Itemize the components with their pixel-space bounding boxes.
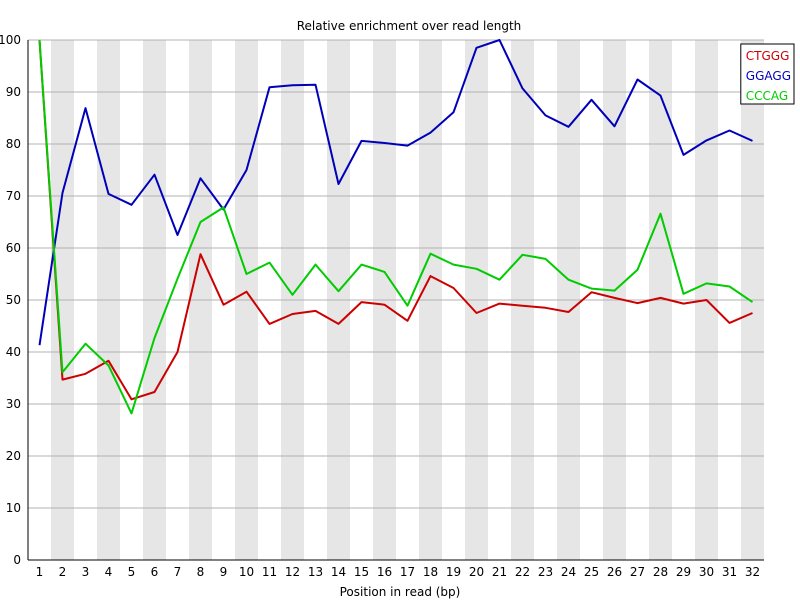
x-tick-label: 24 [561,565,576,579]
x-tick-label: 1 [36,565,44,579]
legend-entry-ggagg: GGAGG [746,69,791,83]
x-tick-label: 15 [354,565,369,579]
x-tick-label: 5 [128,565,136,579]
x-tick-label: 4 [105,565,113,579]
x-tick-label: 23 [538,565,553,579]
y-tick-label: 80 [6,137,21,151]
series-line-ctggg [38,39,753,401]
x-tick-label: 8 [197,565,205,579]
x-axis-label: Position in read (bp) [340,585,461,599]
x-tick-label: 22 [515,565,530,579]
y-tick-label: 20 [6,449,21,463]
x-tick-label: 13 [308,565,323,579]
series-line-ggagg [38,39,753,346]
x-tick-label: 9 [220,565,228,579]
y-tick-label: 0 [13,553,21,567]
x-tick-label: 20 [469,565,484,579]
x-tick-label: 7 [174,565,182,579]
x-tick-label: 10 [239,565,254,579]
gridlines [28,39,764,561]
x-tick-label: 31 [722,565,737,579]
x-tick-label: 29 [676,565,691,579]
x-tick-label: 21 [492,565,507,579]
x-tick-label: 19 [446,565,461,579]
x-tick-label: 3 [82,565,90,579]
axes [27,40,764,561]
series-lines [38,39,754,415]
y-tick-label: 50 [6,293,21,307]
x-tick-label: 17 [400,565,415,579]
x-tick-label: 6 [151,565,159,579]
x-tick-label: 30 [699,565,714,579]
x-tick-label: 2 [59,565,67,579]
y-tick-label: 60 [6,241,21,255]
y-tick-label: 100 [0,33,21,47]
x-tick-label: 11 [262,565,277,579]
x-axis-ticks: 1 2 3 4 5 6 7 8 9 10 11 12 13 14 15 16 17 18 19 20 21 22 23 24 2… [36,565,760,579]
series-line-cccag [38,39,754,415]
legend: CTGGG GGAGG CCCAG [740,43,795,105]
chart-title: Relative enrichment over read length [297,19,522,33]
y-tick-label: 30 [6,397,21,411]
x-tick-label: 32 [745,565,760,579]
legend-entry-ctggg: CTGGG [746,49,790,63]
y-tick-label: 70 [6,189,21,203]
y-tick-label: 90 [6,85,21,99]
x-tick-label: 14 [331,565,346,579]
legend-box [740,43,795,105]
x-tick-label: 12 [285,565,300,579]
y-tick-label: 40 [6,345,21,359]
x-tick-label: 25 [584,565,599,579]
x-tick-label: 18 [423,565,438,579]
x-tick-label: 16 [377,565,392,579]
x-tick-label: 27 [630,565,645,579]
x-tick-label: 28 [653,565,668,579]
legend-entry-cccag: CCCAG [746,89,788,103]
y-tick-label: 10 [6,501,21,515]
y-axis-ticks: 0 10 20 30 40 50 60 70 80 90 100 [0,33,21,567]
x-tick-label: 26 [607,565,622,579]
